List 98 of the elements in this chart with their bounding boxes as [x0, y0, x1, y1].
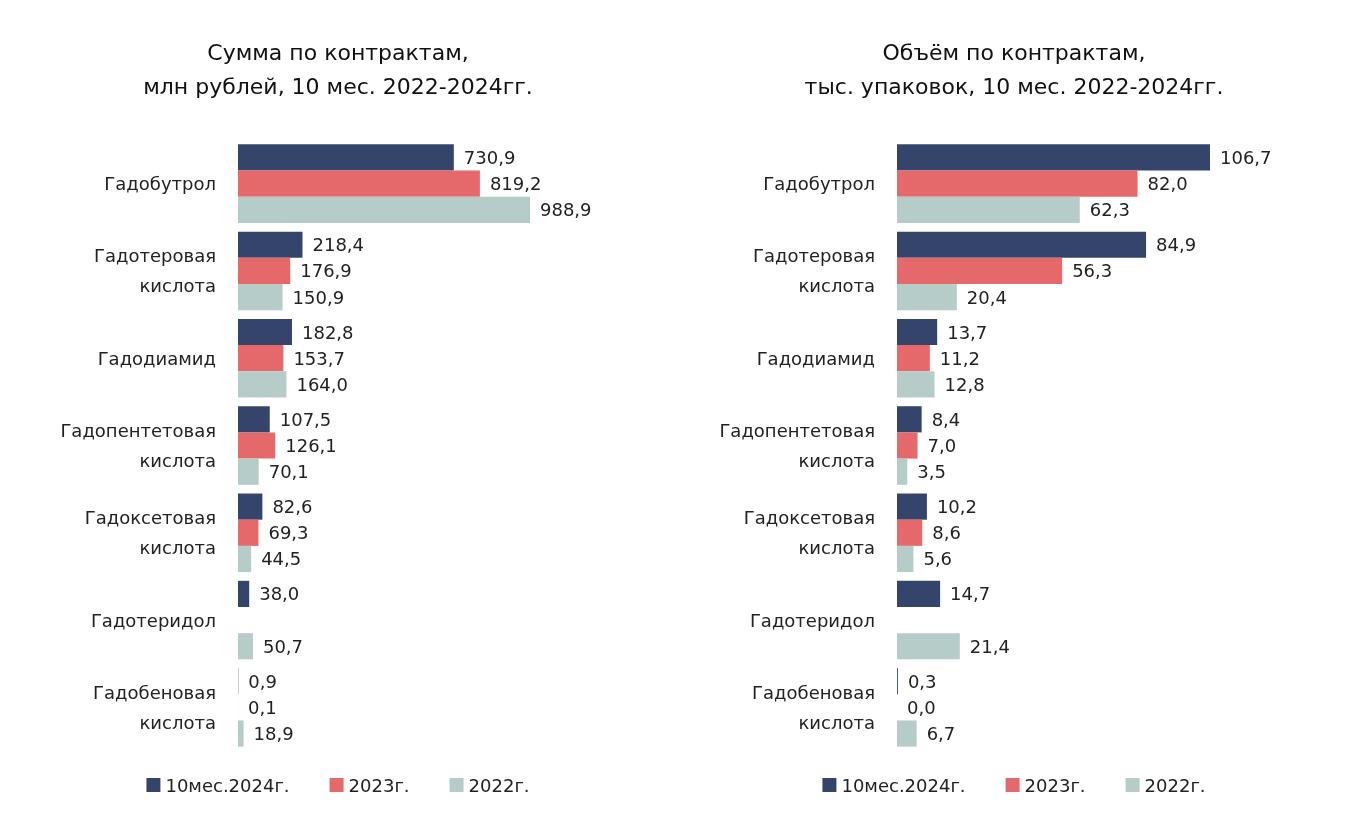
bar — [897, 432, 918, 459]
data-label: 8,6 — [932, 522, 961, 544]
data-label: 3,5 — [917, 461, 946, 483]
data-label: 106,7 — [1220, 146, 1272, 168]
bar — [897, 318, 938, 346]
data-label: 819,2 — [489, 173, 542, 195]
data-label: 70,1 — [268, 461, 309, 483]
data-label: 20,4 — [966, 286, 1007, 308]
bar — [238, 371, 287, 398]
data-label: 218,4 — [312, 234, 365, 256]
bar — [897, 545, 914, 573]
bar — [897, 406, 922, 433]
bar — [238, 144, 454, 171]
bar — [897, 458, 908, 485]
y-tick-label: Гадобутрол — [104, 173, 216, 195]
bar — [238, 257, 291, 285]
data-label: 62,3 — [1089, 199, 1130, 221]
data-label: 6,7 — [926, 723, 956, 745]
bar — [238, 545, 252, 573]
bar — [238, 720, 244, 747]
bar — [897, 633, 960, 660]
y-tick-label: Гадоксетовая кислота — [84, 507, 216, 559]
data-label: 21,4 — [969, 635, 1010, 657]
bar — [897, 493, 927, 520]
data-label: 12,8 — [944, 373, 985, 395]
bar — [897, 519, 923, 546]
bar — [897, 720, 917, 747]
data-label: 44,5 — [261, 548, 302, 570]
data-label: 82,6 — [272, 496, 313, 518]
bar — [897, 580, 941, 607]
y-tick-label: Гадодиамид — [756, 347, 875, 369]
y-tick-label: Гадотеридол — [90, 609, 216, 631]
bar — [238, 231, 303, 258]
y-tick-label: Гадопентетовая кислота — [60, 420, 216, 471]
bar — [238, 406, 270, 433]
bar — [897, 231, 1147, 258]
bar — [897, 371, 935, 398]
data-label: 107,5 — [279, 408, 332, 430]
data-label: 84,9 — [1156, 234, 1197, 256]
data-label: 10,2 — [936, 496, 977, 518]
bar — [238, 580, 250, 607]
bar — [897, 284, 957, 311]
bar — [238, 345, 284, 372]
data-label: 5,6 — [923, 548, 953, 570]
data-label: 164,0 — [296, 373, 348, 395]
data-label: 176,9 — [300, 260, 352, 282]
legend-label: 2023г. — [1024, 774, 1086, 796]
data-label: 13,7 — [947, 321, 988, 343]
y-tick-label: Гадодиамид — [97, 347, 216, 369]
y-tick-label: Гадопентетовая кислота — [719, 420, 875, 471]
data-label: 69,3 — [268, 522, 309, 544]
legend-label: 2023г. — [348, 774, 410, 796]
data-label: 7,0 — [927, 435, 957, 456]
legend-label: 2022г. — [468, 774, 530, 796]
y-tick-label: Гадотеридол — [749, 609, 875, 631]
data-label: 0,9 — [248, 670, 277, 692]
data-label: 126,1 — [285, 435, 337, 456]
legend-label: 10мес.2024г. — [165, 774, 290, 796]
bar — [238, 284, 283, 311]
chart-title: Объём по контрактам, тыс. упаковок, 10 мес. 2022-2024гг. — [804, 39, 1224, 99]
legend-label: 2022г. — [1144, 774, 1206, 796]
bar — [897, 196, 1080, 223]
y-tick-label: Гадоксетовая кислота — [743, 507, 875, 559]
bar — [238, 458, 259, 485]
bar — [897, 257, 1063, 285]
data-label: 150,9 — [292, 286, 345, 308]
y-tick-label: Гадотеровая кислота — [753, 245, 875, 297]
bar — [238, 519, 259, 546]
bar — [238, 170, 480, 197]
data-label: 14,7 — [950, 583, 991, 605]
bar — [238, 633, 253, 660]
data-label: 38,0 — [259, 583, 300, 605]
data-label: 8,4 — [931, 408, 961, 430]
bar — [238, 318, 292, 346]
y-tick-label: Гадотеровая кислота — [94, 245, 216, 297]
data-label: 988,9 — [540, 199, 592, 221]
bar — [238, 432, 276, 459]
chart-title: Сумма по контрактам, млн рублей, 10 мес. 2022-2024гг. — [143, 39, 533, 99]
data-label: 50,7 — [262, 635, 304, 657]
bar — [897, 144, 1210, 171]
data-label: 0,0 — [907, 696, 936, 718]
data-label: 11,2 — [939, 347, 980, 369]
data-label: 0,1 — [248, 696, 277, 718]
y-tick-label: Гадобутрол — [763, 173, 875, 195]
data-label: 82,0 — [1147, 173, 1188, 195]
data-label: 56,3 — [1072, 260, 1113, 282]
data-label: 730,9 — [463, 146, 516, 168]
data-label: 18,9 — [253, 723, 294, 745]
y-tick-label: Гадобеновая кислота — [93, 681, 216, 733]
legend-label: 10мес.2024г. — [841, 774, 966, 796]
bar — [897, 170, 1138, 197]
data-label: 153,7 — [293, 347, 345, 369]
bar — [238, 196, 530, 223]
bar — [897, 345, 930, 372]
y-tick-label: Гадобеновая кислота — [752, 681, 875, 733]
data-label: 0,3 — [907, 670, 937, 692]
data-label: 182,8 — [301, 321, 354, 343]
bar — [238, 493, 263, 520]
